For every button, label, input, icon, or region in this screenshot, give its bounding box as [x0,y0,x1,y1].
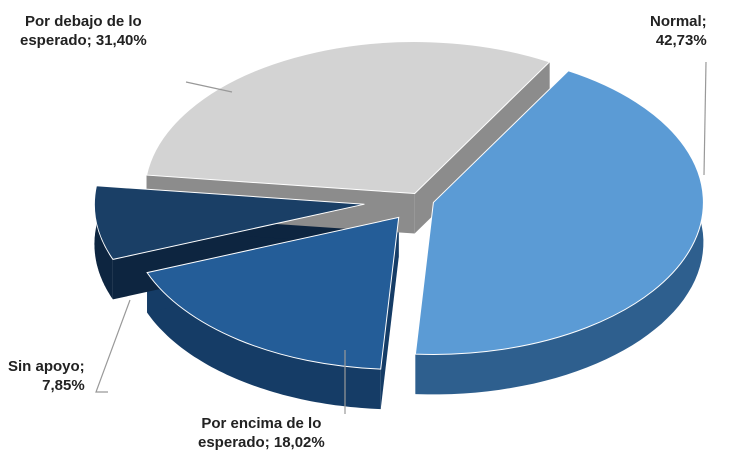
slice-sin-apoyo [93,185,365,260]
slice-normal [414,70,704,355]
leader-line-normal [703,61,707,176]
slice-side-sin-apoyo [94,185,113,300]
label-por-encima-line1: Por encima de lo [201,415,322,432]
slice-por-encima [146,216,400,370]
label-por-encima-line2: esperado; 18,02% [198,434,325,451]
label-por-encima: Por encima de lo esperado; 18,02% [198,414,325,452]
leader-line-por-debajo [185,81,233,93]
leader-lines [95,61,707,414]
leader-line-sin-apoyo [95,299,131,393]
label-por-debajo-line1: Por debajo de lo [25,13,142,30]
label-sin-apoyo: Sin apoyo; 7,85% [8,357,85,395]
slice-por-debajo [145,41,551,195]
label-normal-line2: 42,73% [655,32,707,49]
slice-wall-por-encima-0 [380,217,399,410]
pie-tops [93,41,704,370]
slice-side-normal [415,70,704,395]
label-sin-apoyo-line1: Sin apoyo; [8,358,85,375]
label-normal-line1: Normal; [650,13,707,30]
label-por-debajo-line2: esperado; 31,40% [20,32,147,49]
label-sin-apoyo-line2: 7,85% [42,377,85,394]
label-normal: Normal; 42,73% [650,12,707,50]
slice-side-por-encima [147,272,381,410]
label-por-debajo: Por debajo de lo esperado; 31,40% [20,12,147,50]
